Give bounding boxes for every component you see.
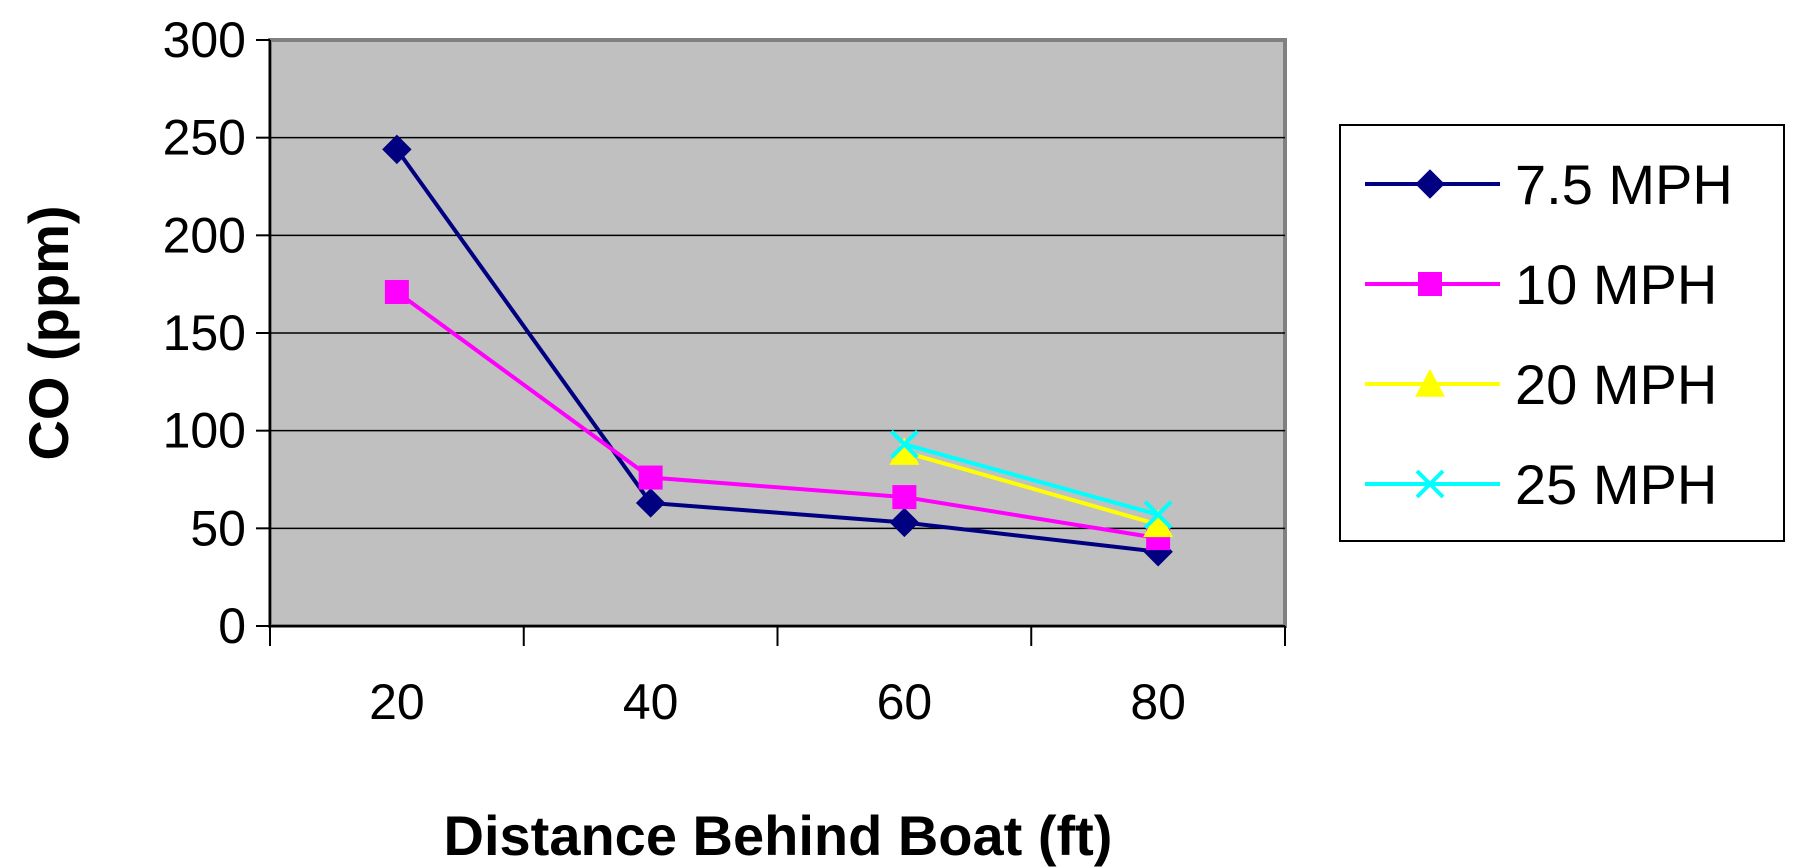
marker-stroke — [889, 429, 919, 459]
y-tick-label: 250 — [163, 110, 246, 166]
y-tick-label: 200 — [163, 207, 246, 263]
legend-label-20-mph: 20 MPH — [1515, 353, 1717, 416]
legend-items: 7.5 MPH 10 MPH 20 MPH 25 MPH — [1365, 153, 1733, 516]
y-tick-label: 150 — [163, 305, 246, 361]
series-25-mph — [889, 429, 1173, 530]
axes: 0 50 100 150 200 250 300 20 40 60 80 — [163, 12, 1286, 730]
series-20-mph — [889, 437, 1174, 538]
legend-item-10-mph: 10 MPH — [1365, 253, 1717, 316]
series-line-10-mph — [395, 290, 1159, 541]
data-point-10-mph-40 — [638, 465, 663, 490]
legend-label-25-mph: 25 MPH — [1515, 453, 1717, 516]
legend-marker-7-5-mph — [1415, 169, 1445, 199]
data-point-10-mph-60 — [892, 485, 917, 510]
x-axis-title: Distance Behind Boat (ft) — [444, 804, 1113, 867]
legend-marker-10-mph — [1418, 272, 1442, 296]
y-tick-label: 50 — [190, 500, 246, 556]
data-point-7-5-mph-60 — [889, 507, 920, 538]
series-line-20-mph — [903, 450, 1159, 527]
legend-marker-25-mph — [1415, 469, 1445, 499]
data-point-7-5-mph-40 — [635, 488, 666, 518]
x-tick-label: 60 — [877, 674, 933, 730]
y-tick-label: 300 — [163, 12, 246, 68]
marker-stroke — [1143, 500, 1173, 530]
legend-box — [1339, 124, 1785, 542]
data-point-20-mph-80 — [1143, 509, 1174, 538]
y-tick-label: 100 — [163, 403, 246, 459]
series-7-5-mph — [382, 134, 1173, 567]
series-line-25-mph — [903, 442, 1159, 517]
legend-label-7-5-mph: 7.5 MPH — [1515, 153, 1733, 216]
x-tick-label: 20 — [369, 674, 425, 730]
legend-item-25-mph: 25 MPH — [1365, 453, 1717, 516]
data-point-7-5-mph-20 — [382, 134, 412, 165]
data-point-10-mph-20 — [384, 279, 409, 304]
data-point-25-mph-80 — [1143, 500, 1173, 530]
data-point-20-mph-60 — [889, 437, 920, 465]
y-tick-label: 0 — [218, 598, 246, 654]
x-tick-label: 40 — [623, 674, 679, 730]
x-tick-label: 80 — [1130, 674, 1186, 730]
series-line-7-5-mph — [395, 148, 1159, 554]
legend-marker-20-mph — [1415, 369, 1445, 397]
legend-item-20-mph: 20 MPH — [1365, 353, 1717, 416]
y-axis-title: CO (ppm) — [17, 205, 80, 460]
legend: 7.5 MPH 10 MPH 20 MPH 25 MPH — [1339, 124, 1785, 542]
data-point-25-mph-60 — [889, 429, 919, 459]
gridlines — [270, 136, 1285, 530]
data-series — [382, 134, 1174, 567]
marker-stroke — [1415, 469, 1445, 499]
legend-item-7-5-mph: 7.5 MPH — [1365, 153, 1733, 216]
legend-label-10-mph: 10 MPH — [1515, 253, 1717, 316]
